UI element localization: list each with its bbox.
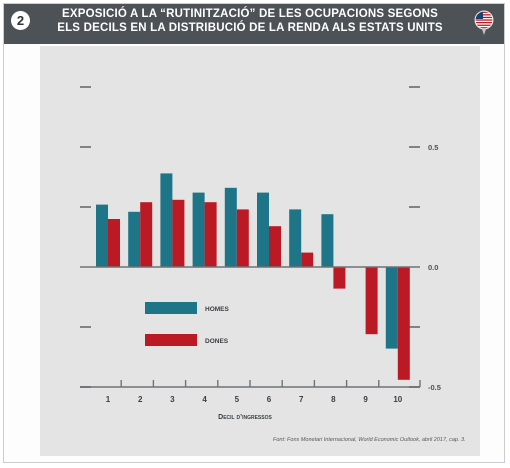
bar-dones	[236, 209, 249, 267]
bar-dones	[301, 252, 314, 267]
bar-chart: 0.5 0.0 -0.5 1 2 3 4 5 6 7 8 9 10 Decil d’ingressos HO…	[80, 86, 441, 421]
bar-homes	[96, 204, 108, 267]
header-bar	[4, 4, 504, 44]
y-tick-label: -0.5	[428, 383, 441, 392]
figure-number-badge: 2	[11, 11, 30, 30]
x-tick-label: 10	[393, 395, 402, 404]
x-tick-label: 2	[138, 395, 143, 404]
source-note: Font: Fons Monetari Internacional, World…	[273, 437, 466, 443]
x-tick-label: 8	[331, 395, 336, 404]
us-flag-icon	[474, 10, 494, 35]
bar-homes	[257, 192, 269, 267]
legend-label-homes: HOMES	[205, 306, 230, 313]
x-tick-label: 5	[235, 395, 240, 404]
chart-panel: 0.5 0.0 -0.5 1 2 3 4 5 6 7 8 9 10 Decil d’ingressos HO…	[40, 46, 480, 456]
bar-dones	[204, 202, 217, 267]
bar-homes	[385, 267, 398, 349]
bar-dones	[108, 219, 120, 267]
bar-dones	[172, 199, 185, 267]
bar-homes	[160, 173, 173, 267]
bar-dones	[140, 202, 153, 267]
title-line-1: EXPOSICIÓ A LA “RUTINITZACIÓ” DE LES OCU…	[61, 8, 439, 20]
bar-homes	[128, 211, 141, 267]
bar-homes	[289, 209, 302, 267]
y-tick-label: 0.5	[428, 143, 438, 152]
legend-swatch-homes	[145, 302, 197, 314]
chart-title: EXPOSICIÓ A LA “RUTINITZACIÓ” DE LES OCU…	[40, 8, 460, 35]
y-tick-label: 0.0	[428, 263, 438, 272]
x-tick-label: 3	[170, 395, 175, 404]
x-axis-label: Decil d’ingressos	[218, 414, 272, 421]
bar-homes	[224, 187, 237, 267]
x-tick-label: 7	[299, 395, 304, 404]
legend-label-dones: DONES	[205, 338, 229, 345]
x-tick-label: 6	[267, 395, 272, 404]
x-tick-label: 1	[106, 395, 111, 404]
legend-swatch-dones	[145, 334, 197, 346]
bar-dones	[397, 267, 410, 380]
bar-dones	[269, 226, 281, 267]
bar-dones	[365, 267, 378, 335]
x-tick-label: 9	[363, 395, 368, 404]
bar-homes	[321, 214, 334, 267]
x-tick-label: 4	[202, 395, 207, 404]
title-line-2: ELS DECILS EN LA DISTRIBUCIÓ DE LA RENDA…	[57, 21, 443, 34]
bar-dones	[333, 267, 346, 289]
bar-homes	[192, 192, 205, 267]
